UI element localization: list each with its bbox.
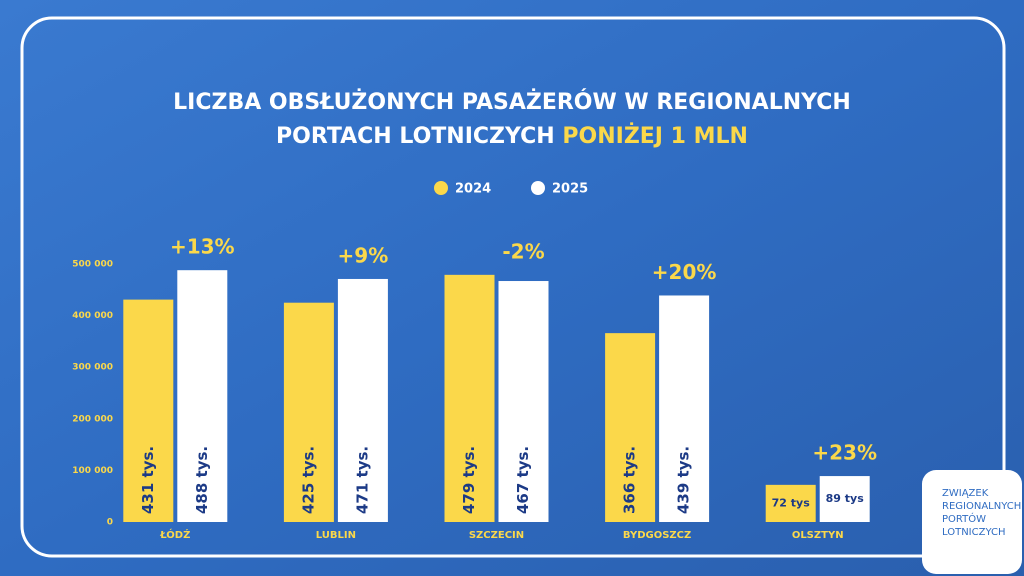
chart-title: PORTACH LOTNICZYCH (276, 124, 555, 149)
value-label: 425 tys. (299, 446, 317, 514)
frame (20, 16, 1006, 558)
value-label: 431 tys. (139, 446, 157, 514)
change-label: +20% (652, 260, 717, 284)
bar (765, 484, 816, 522)
x-tick-label: BYDGOSZCZ (623, 530, 691, 541)
logo-text: ZWIĄZEK (942, 488, 989, 499)
logo-text: PORTÓW (942, 512, 986, 525)
change-label: +23% (812, 441, 877, 465)
bar (498, 281, 549, 522)
legend-swatch (531, 181, 545, 195)
change-label: +13% (170, 235, 235, 259)
x-tick-label: SZCZECIN (469, 530, 524, 541)
x-tick-label: OLSZTYN (792, 530, 844, 541)
value-label: 471 tys. (353, 446, 371, 514)
logo-box (922, 470, 1022, 574)
chart-title-highlight: PONIŻEJ 1 MLN (562, 123, 748, 149)
legend-swatch (434, 181, 448, 195)
x-tick-label: ŁÓDŹ (159, 528, 190, 541)
legend-label: 2024 (455, 182, 491, 197)
bar (605, 333, 656, 522)
y-tick-label: 200 000 (72, 414, 113, 424)
value-label: 89 tys (826, 492, 865, 505)
value-label: 479 tys. (460, 446, 478, 514)
bar (444, 274, 495, 522)
y-tick-label: 500 000 (72, 260, 113, 270)
bar (123, 299, 174, 522)
value-label: 366 tys. (621, 446, 639, 514)
bar (177, 270, 228, 522)
value-label: 488 tys. (193, 446, 211, 514)
chart-title: LICZBA OBSŁUŻONYCH PASAŻERÓW W REGIONALN… (173, 89, 851, 115)
chart-title: PORTACH LOTNICZYCH PONIŻEJ 1 MLN (276, 123, 748, 149)
value-label: 467 tys. (514, 446, 532, 514)
bar (819, 476, 870, 522)
change-label: +9% (338, 243, 389, 267)
y-tick-label: 300 000 (72, 363, 113, 373)
change-label: -2% (502, 239, 544, 263)
bar (659, 295, 710, 522)
logo-text: LOTNICZYCH (942, 527, 1006, 538)
bar (337, 278, 388, 522)
value-label: 439 tys. (675, 446, 693, 514)
logo-text: REGIONALNYCH (942, 501, 1021, 512)
y-tick-label: 400 000 (72, 311, 113, 321)
bar (283, 302, 334, 522)
legend-label: 2025 (552, 182, 588, 197)
value-label: 72 tys (772, 496, 811, 509)
y-tick-label: 100 000 (72, 466, 113, 476)
y-tick-label: 0 (107, 518, 113, 528)
x-tick-label: LUBLIN (316, 530, 356, 541)
